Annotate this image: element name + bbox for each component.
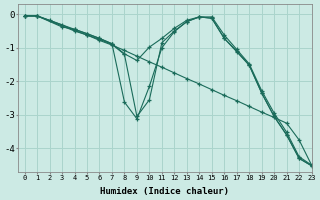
- X-axis label: Humidex (Indice chaleur): Humidex (Indice chaleur): [100, 187, 229, 196]
